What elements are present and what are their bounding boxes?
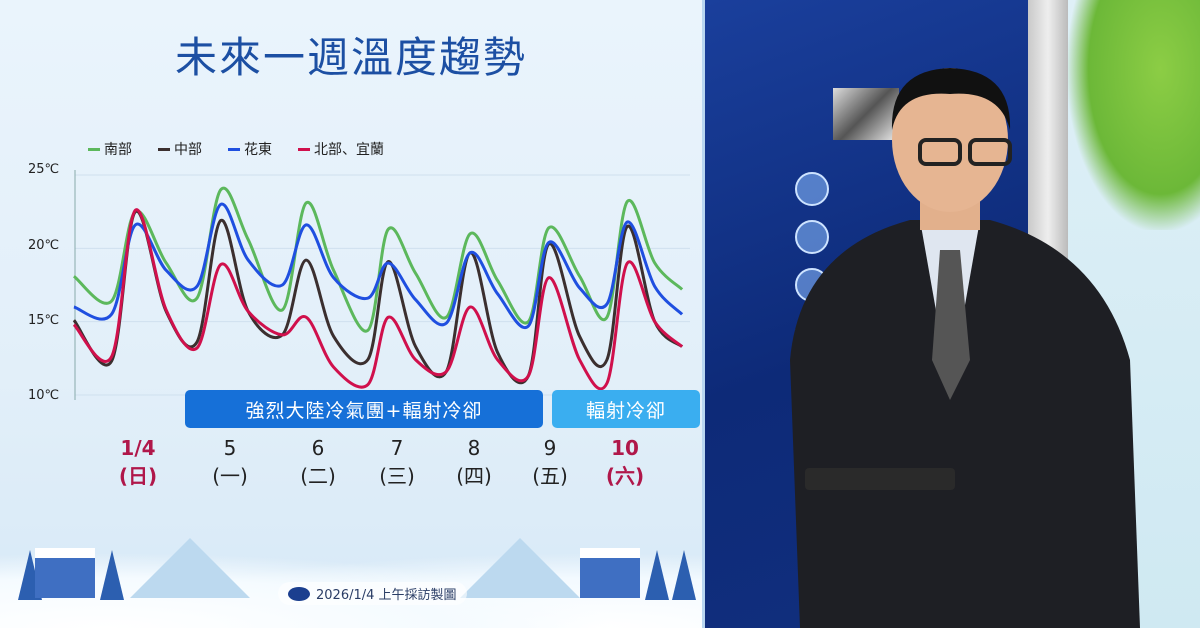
day-label: 1/4 (日) bbox=[108, 434, 168, 490]
legend-label: 花東 bbox=[244, 142, 272, 158]
temperature-line-chart bbox=[72, 170, 690, 400]
day-label: 5 (一) bbox=[200, 434, 260, 490]
legend-item-east: 花東 bbox=[228, 139, 272, 159]
day-date: 1/4 bbox=[120, 436, 156, 460]
y-tick-label: 15℃ bbox=[28, 313, 60, 328]
banner-cold-air-mass: 強烈大陸冷氣團+輻射冷卻 bbox=[185, 390, 543, 428]
presenter bbox=[790, 68, 1140, 628]
studio-down-button-icon bbox=[795, 220, 829, 254]
credit-text: 2026/1/4 上午採訪製圖 bbox=[316, 588, 457, 603]
credit-label: 2026/1/4 上午採訪製圖 bbox=[278, 582, 467, 605]
day-label: 10 (六) bbox=[595, 434, 655, 490]
day-date: 6 bbox=[311, 436, 325, 460]
video-thumbnail bbox=[833, 88, 899, 140]
map-land bbox=[1068, 0, 1200, 230]
legend-item-central: 中部 bbox=[158, 139, 202, 159]
day-date: 5 bbox=[223, 436, 237, 460]
y-tick-label: 25℃ bbox=[28, 162, 60, 177]
day-label: 8 (四) bbox=[444, 434, 504, 490]
day-weekday: (四) bbox=[456, 464, 492, 488]
legend-label: 南部 bbox=[104, 142, 132, 158]
day-label: 9 (五) bbox=[520, 434, 580, 490]
chart-title: 未來一週溫度趨勢 bbox=[174, 33, 527, 82]
cwa-logo-icon bbox=[288, 586, 310, 601]
legend-item-south: 南部 bbox=[88, 139, 132, 159]
legend-label: 中部 bbox=[174, 142, 202, 158]
legend-swatch bbox=[298, 147, 310, 151]
legend-item-north: 北部、宜蘭 bbox=[298, 139, 384, 159]
day-date: 7 bbox=[390, 436, 404, 460]
day-weekday: (一) bbox=[212, 464, 248, 488]
day-label: 6 (二) bbox=[288, 434, 348, 490]
tree-decoration bbox=[100, 550, 124, 600]
day-date: 8 bbox=[467, 436, 481, 460]
day-weekday: (日) bbox=[118, 464, 158, 488]
legend-swatch bbox=[158, 147, 170, 151]
y-tick-label: 10℃ bbox=[28, 388, 60, 403]
tree-decoration bbox=[672, 550, 696, 600]
banner-radiative-cooling: 輻射冷卻 bbox=[552, 390, 700, 428]
tree-decoration bbox=[645, 550, 669, 600]
studio-up-button-icon bbox=[795, 172, 829, 206]
day-label: 7 (三) bbox=[367, 434, 427, 490]
series-line-2 bbox=[73, 202, 684, 330]
day-date: 9 bbox=[543, 436, 557, 460]
legend-label: 北部、宜蘭 bbox=[314, 142, 384, 158]
day-weekday: (五) bbox=[532, 464, 568, 488]
day-weekday: (三) bbox=[379, 464, 415, 488]
y-tick-label: 20℃ bbox=[28, 238, 60, 253]
legend-swatch bbox=[88, 147, 100, 151]
day-weekday: (二) bbox=[300, 464, 336, 488]
house-decoration bbox=[35, 548, 95, 598]
weather-graphic-panel: 未來一週溫度趨勢 南部 中部 花東 北部、宜蘭 25℃ 20℃ 15℃ 10℃ … bbox=[0, 0, 705, 628]
day-weekday: (六) bbox=[605, 464, 645, 488]
series-line-3 bbox=[72, 208, 684, 391]
legend-swatch bbox=[228, 147, 240, 151]
mountain-decoration bbox=[130, 538, 250, 598]
house-decoration bbox=[580, 548, 640, 598]
day-date: 10 bbox=[611, 436, 639, 460]
mountain-decoration bbox=[460, 538, 580, 598]
